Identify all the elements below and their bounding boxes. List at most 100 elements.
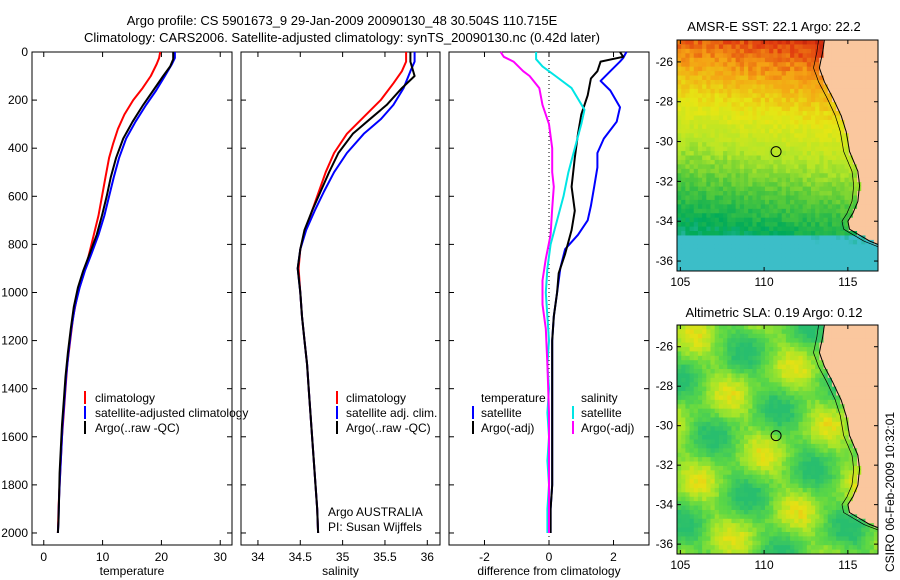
map-cell [735,518,741,524]
map-cell [702,377,707,383]
map-cell [689,244,695,250]
map-cell [714,417,720,423]
map-cell [760,137,766,143]
map-cell [710,213,716,219]
map-cell [773,479,779,485]
map-cell [781,88,787,94]
map-cell [685,439,691,445]
map-cell [802,382,808,388]
map-cell [756,159,762,165]
map-cell [848,71,854,77]
map-cell [852,40,858,46]
map-cell [744,377,749,383]
map-cell [718,48,724,54]
map-cell [815,360,820,366]
map-cell [827,531,833,537]
map-cell [744,71,749,77]
map-cell [844,351,850,357]
coastline [818,40,878,245]
map-cell [781,391,787,397]
map-cell [739,66,745,72]
map-cell [723,399,728,405]
map-cell [827,351,833,357]
map-cell [769,501,774,507]
map-cell [794,435,800,441]
map-cell [857,382,862,388]
map-cell [748,487,753,493]
map-cell [697,347,703,353]
map-cell [819,137,825,143]
map-cell [865,182,871,188]
map-cell [848,355,854,361]
map-cell [685,106,691,112]
map-cell [748,155,753,161]
map-cell [785,71,791,77]
map-cell [702,443,707,449]
map-cell [748,501,753,507]
map-cell [823,66,829,72]
map-cell [781,413,787,419]
map-cell [723,435,728,441]
map-cell [844,501,850,507]
map-cell [819,62,825,68]
map-cell [702,399,707,405]
map-cell [811,391,816,397]
map-cell [852,404,858,410]
map-cell [861,146,867,152]
map-cell [689,461,695,467]
map-cell [714,439,720,445]
map-cell [731,106,737,112]
map-cell [823,235,829,241]
map-cell [697,111,703,117]
map-cell [852,347,858,353]
map-cell [748,421,753,427]
map-cell [727,435,733,441]
map-cell [785,231,791,237]
map-cell [764,505,770,511]
map-cell [802,377,808,383]
map-cell [861,253,867,259]
map-cell [697,435,703,441]
map-cell [764,186,770,192]
map-cell [827,439,833,445]
map-cell [819,79,825,86]
map-cell [752,226,758,232]
map-cell [735,137,741,143]
map-cell [844,226,850,232]
map-cell [806,44,812,50]
map-cell [769,48,774,54]
map-cell [806,124,812,130]
map-cell [685,182,691,188]
map-cell [819,527,825,533]
legend-label-salinity-argo: Argo(-adj) [581,421,634,435]
map-cell [681,48,686,54]
map-cell [693,44,699,50]
map-cell [764,527,770,533]
map-cell [823,199,829,205]
map-cell [823,514,829,520]
map-cell [689,79,695,86]
map-cell [823,191,829,197]
map-cell [727,248,733,254]
map-cell [848,177,854,183]
map-cell [739,266,745,271]
map-cell [806,531,812,537]
map-cell [869,492,875,498]
map-cell [777,217,783,223]
map-cell [677,253,682,259]
map-cell [706,426,712,432]
map-cell [677,351,682,357]
map-cell [827,115,833,121]
map-cell [693,474,699,480]
map-cell [777,531,783,537]
map-cell [710,262,716,268]
map-cell [756,217,762,223]
map-cell [693,355,699,361]
map-cell [815,421,820,427]
map-cell [718,333,724,339]
map-cell [819,523,825,529]
map-cell [848,88,854,94]
map-cell [685,391,691,397]
map-cell [702,487,707,493]
map-cell [819,48,825,54]
